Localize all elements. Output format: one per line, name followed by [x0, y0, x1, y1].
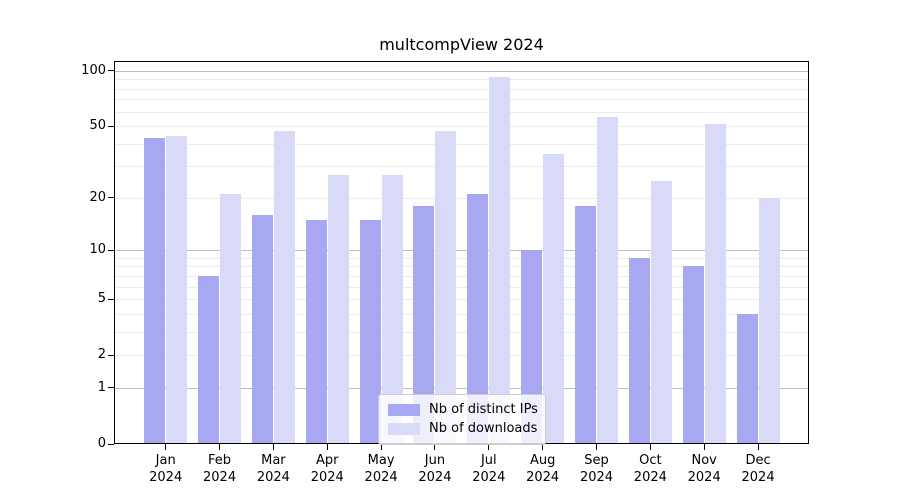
legend-item-downloads: Nb of downloads	[388, 419, 538, 438]
legend-swatch-downloads	[388, 422, 420, 435]
legend-item-distinct-ips: Nb of distinct IPs	[388, 400, 538, 419]
y-tick-label: 100	[81, 62, 106, 78]
x-tick	[703, 444, 705, 450]
plot-area: Nb of distinct IPs Nb of downloads	[114, 61, 809, 445]
bar-nb-of-downloads-dec	[758, 197, 780, 443]
bar-nb-of-distinct-ips-mar	[251, 214, 273, 443]
y-tick	[108, 298, 114, 300]
bars-layer	[115, 62, 808, 443]
bar-nb-of-distinct-ips-may	[359, 219, 381, 443]
gridline-minor	[115, 88, 808, 90]
x-tick-label: Mar 2024	[256, 453, 290, 485]
x-tick-label: May 2024	[364, 453, 398, 485]
bar-nb-of-downloads-jun	[435, 130, 457, 443]
y-tick-label: 0	[97, 436, 106, 451]
bar-nb-of-distinct-ips-sep	[575, 205, 596, 443]
x-tick-label: Sep 2024	[579, 453, 614, 485]
y-tick-label: 10	[89, 242, 106, 258]
gridline-minor	[115, 355, 808, 357]
x-tick-label: Aug 2024	[526, 453, 560, 485]
y-tick	[108, 354, 114, 356]
x-tick-label: Dec 2024	[741, 453, 775, 485]
x-tick-label: Feb 2024	[203, 453, 237, 485]
legend-label-distinct-ips: Nb of distinct IPs	[429, 402, 538, 417]
x-tick	[542, 444, 544, 450]
gridline-major	[115, 387, 808, 389]
gridline-minor	[115, 313, 808, 315]
bar-nb-of-distinct-ips-oct	[628, 257, 650, 443]
bar-nb-of-downloads-nov	[704, 124, 726, 443]
y-tick-label: 20	[89, 189, 106, 205]
gridline-minor	[115, 143, 808, 145]
gridline-minor	[115, 79, 808, 81]
gridline-minor	[115, 275, 808, 277]
bar-nb-of-downloads-mar	[273, 130, 295, 443]
gridline-minor	[115, 111, 808, 113]
x-tick-label: Nov 2024	[687, 453, 721, 485]
legend-label-downloads: Nb of downloads	[429, 421, 538, 436]
bar-nb-of-distinct-ips-nov	[682, 266, 704, 443]
gridline-minor	[115, 299, 808, 301]
gridline-minor	[115, 197, 808, 199]
bar-nb-of-distinct-ips-feb	[198, 275, 220, 443]
bar-nb-of-downloads-feb	[220, 194, 242, 443]
y-tick	[108, 443, 114, 445]
x-tick-label: Jul 2024	[472, 453, 506, 485]
y-tick	[108, 125, 114, 127]
bar-nb-of-distinct-ips-jan	[144, 137, 166, 443]
y-tick-label: 1	[97, 379, 106, 395]
gridline-major	[115, 70, 808, 72]
x-tick	[757, 444, 759, 450]
x-tick-label: Jan 2024	[149, 453, 183, 485]
gridline-minor	[115, 266, 808, 268]
x-tick-label: Apr 2024	[310, 453, 344, 485]
gridline-minor	[115, 286, 808, 288]
x-tick	[165, 444, 167, 450]
gridline-minor	[115, 126, 808, 128]
bar-nb-of-distinct-ips-apr	[305, 219, 327, 443]
y-tick	[108, 387, 114, 389]
bar-nb-of-downloads-aug	[543, 154, 565, 443]
gridlines-layer	[115, 62, 808, 443]
bar-nb-of-distinct-ips-jun	[413, 205, 435, 443]
legend-swatch-distinct-ips	[388, 403, 420, 416]
bar-nb-of-distinct-ips-dec	[736, 313, 758, 443]
x-tick-label: Oct 2024	[633, 453, 667, 485]
y-tick	[108, 197, 114, 199]
y-tick	[108, 70, 114, 72]
legend: Nb of distinct IPs Nb of downloads	[378, 394, 546, 445]
x-tick	[272, 444, 274, 450]
x-tick-label: Jun 2024	[418, 453, 452, 485]
gridline-minor	[115, 166, 808, 168]
y-tick-label: 5	[97, 291, 106, 307]
x-tick	[434, 444, 436, 450]
y-tick	[108, 249, 114, 251]
y-tick-label: 2	[97, 347, 106, 363]
gridline-minor	[115, 331, 808, 333]
chart-title: multcompView 2024	[379, 35, 544, 54]
x-tick	[649, 444, 651, 450]
bar-nb-of-distinct-ips-jul	[467, 194, 489, 443]
bar-nb-of-downloads-may	[381, 174, 403, 443]
bar-nb-of-downloads-apr	[327, 174, 349, 443]
x-tick	[326, 444, 328, 450]
bar-nb-of-downloads-oct	[650, 180, 672, 443]
x-tick	[380, 444, 382, 450]
x-tick	[596, 444, 597, 450]
gridline-minor	[115, 257, 808, 259]
bar-nb-of-downloads-jan	[166, 136, 188, 443]
x-tick	[488, 444, 490, 450]
bar-nb-of-downloads-jul	[489, 77, 511, 443]
x-tick	[219, 444, 221, 450]
bar-nb-of-downloads-sep	[597, 117, 618, 443]
gridline-major	[115, 250, 808, 252]
gridline-minor	[115, 99, 808, 101]
y-tick-label: 50	[89, 118, 106, 134]
